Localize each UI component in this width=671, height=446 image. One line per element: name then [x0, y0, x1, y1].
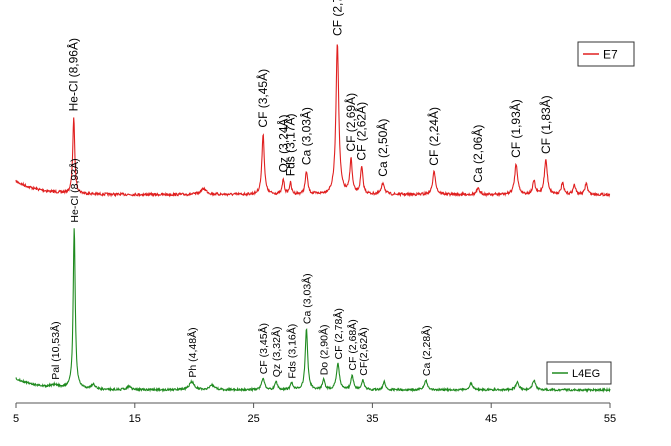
peak-label: Fds (3,17Å): [282, 113, 297, 176]
peak-label: Ph (4,48Å): [186, 327, 199, 377]
peak-label: CF (2,79Å): [329, 0, 344, 36]
peak-label: Qz (3,32Å): [270, 327, 283, 378]
x-tick-label: 15: [129, 413, 141, 425]
legend-box: [546, 361, 612, 385]
series-l4eg-line: [15, 228, 611, 393]
peak-label: Ca (2,06Å): [470, 125, 485, 183]
peak-label: CF (3,45Å): [255, 69, 270, 128]
peak-label: CF (2,24Å): [426, 107, 441, 166]
peak-label: CF (1,93Å): [508, 99, 523, 158]
x-tick-label: 25: [247, 413, 259, 425]
legend-label: E7: [603, 47, 618, 61]
series-layer: [15, 44, 611, 393]
peak-label: Ca (3,03Å): [301, 273, 314, 324]
peak-label: He-Cl (8,96Å): [66, 38, 81, 111]
peak-label: Fds (3,16Å): [286, 324, 299, 379]
peak-label: CF (2,62Å): [354, 102, 369, 161]
x-tick-label: 45: [485, 413, 497, 425]
peak-label: CF (2,68Å): [346, 319, 359, 370]
peak-label: Ca (2,28Å): [420, 325, 433, 376]
x-axis: 5 15 25 35 45 55: [13, 402, 616, 425]
peak-label: CF (2,78Å): [332, 308, 345, 359]
peak-label: Ca (2,50Å): [375, 119, 390, 177]
x-tick-label: 5: [13, 413, 19, 425]
peak-label: CF (2,69Å): [343, 93, 358, 152]
peak-label: CF (1,83Å): [538, 95, 553, 154]
peak-label: Pal (10,53Å): [49, 321, 62, 379]
peak-label: Qz (3,24Å): [275, 114, 290, 172]
peak-labels: He-Cl (8,96Å) CF (3,45Å)Qz (3,24Å)Fds (3,…: [49, 0, 553, 380]
x-tick-label: 55: [604, 413, 616, 425]
x-tick-label: 35: [366, 413, 378, 425]
legend-label: L4EG: [572, 368, 600, 380]
peak-label: CF(2,62Å): [357, 327, 370, 375]
peak-label: Do (2,90Å): [318, 325, 331, 376]
peak-label: CF (3,45Å): [257, 323, 270, 374]
series-e7-line: [15, 44, 611, 198]
peak-label: Ca (3,03Å): [299, 107, 314, 165]
legend-layer: E7 L4EG: [546, 41, 635, 385]
peak-label: He-Cl (8,93Å): [68, 158, 81, 222]
